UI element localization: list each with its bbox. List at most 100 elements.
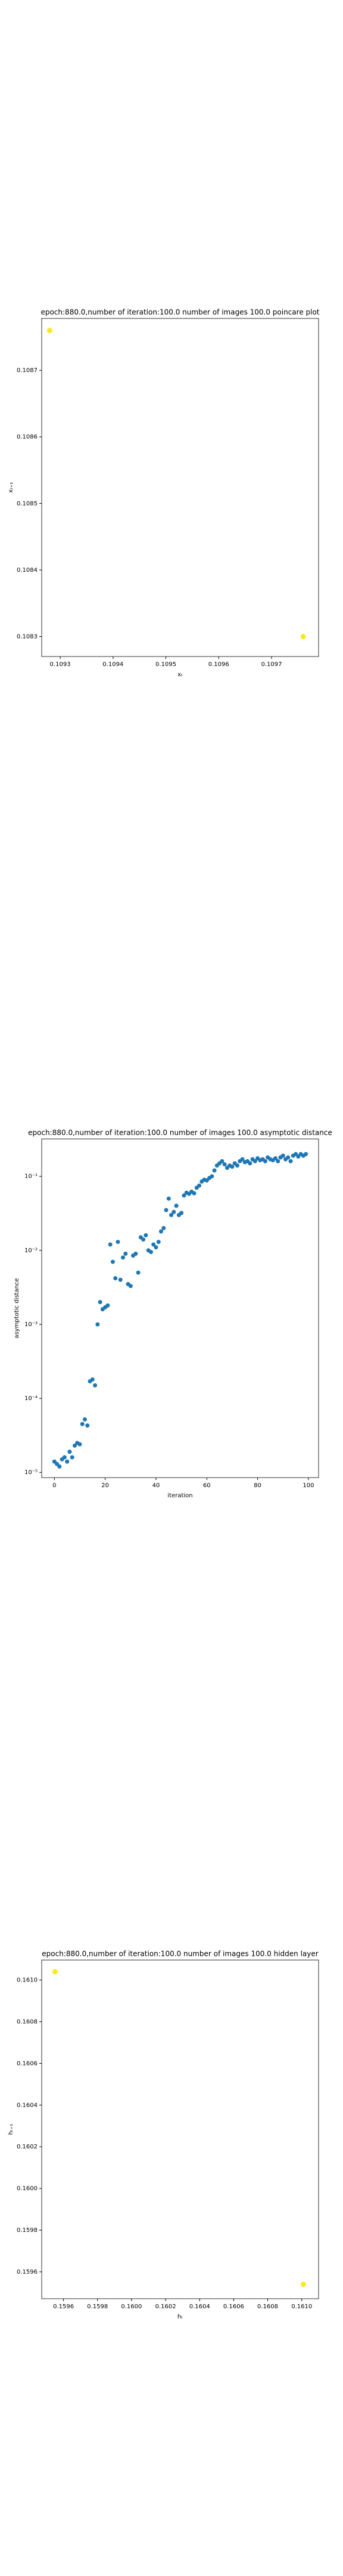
point (105, 1303, 110, 1308)
point (304, 1151, 308, 1156)
x-tick-label: 0.1602 (155, 2303, 176, 2310)
point (72, 1443, 77, 1448)
point (65, 1459, 70, 1464)
y-axis-label: xₜ₊₁ (8, 482, 14, 493)
x-tick-label: 0.1095 (155, 661, 176, 668)
y-tick-label: 0.1608 (17, 2018, 38, 2025)
x-axis-label: hₜ (177, 2314, 183, 2320)
point (222, 1162, 227, 1167)
point (67, 1450, 72, 1454)
point (90, 1377, 95, 1382)
y-tick-label: 0.1604 (17, 2102, 38, 2109)
y-axis-label: hₜ₊₁ (8, 2124, 14, 2135)
point (116, 1240, 120, 1244)
point (197, 1183, 201, 1188)
y-tick-label: 10⁻² (24, 1247, 38, 1254)
x-tick-label: 80 (254, 1482, 261, 1489)
point (70, 1455, 74, 1460)
point (220, 1159, 224, 1163)
x-tick-label: 0.1610 (291, 2303, 312, 2310)
point (164, 1208, 169, 1212)
y-tick-label: 10⁻¹ (24, 1174, 38, 1180)
axes-frame (41, 318, 319, 657)
point (46, 327, 52, 333)
point (57, 1464, 62, 1469)
point (263, 1159, 267, 1163)
y-tick-label: 0.1602 (17, 2144, 38, 2150)
x-tick-label: 100 (303, 1482, 314, 1489)
point (161, 1225, 166, 1230)
point (83, 1417, 88, 1422)
y-tick-label: 0.1596 (17, 2269, 38, 2275)
point (141, 1237, 146, 1242)
x-tick-label: 0.1094 (102, 661, 123, 668)
y-tick-label: 0.1606 (17, 2060, 38, 2067)
chart-title: epoch:880.0,number of iteration:100.0 nu… (28, 1129, 332, 1137)
point (286, 1155, 291, 1160)
point (108, 1242, 113, 1247)
point (55, 1462, 60, 1466)
y-tick-label: 0.1610 (17, 1977, 38, 1984)
point (192, 1191, 197, 1196)
point (230, 1165, 235, 1169)
point (248, 1161, 252, 1166)
x-tick-label: 0.1608 (257, 2303, 278, 2310)
point (288, 1159, 293, 1163)
point (144, 1233, 148, 1238)
point (252, 1159, 257, 1163)
point (169, 1213, 174, 1218)
y-tick-label: 0.1087 (17, 367, 38, 374)
x-axis-label: xₜ (177, 671, 183, 678)
y-tick-label: 0.1600 (17, 2185, 38, 2192)
point (113, 1276, 118, 1281)
y-tick-label: 0.1086 (17, 434, 38, 441)
y-tick-label: 0.1084 (17, 567, 38, 574)
axes-frame (41, 1138, 319, 1478)
point (156, 1240, 161, 1244)
x-tick-label: 0.1598 (87, 2303, 108, 2310)
x-tick-label: 0.1096 (208, 661, 229, 668)
point (123, 1252, 128, 1256)
point (118, 1277, 123, 1282)
y-tick-label: 10⁻³ (24, 1321, 38, 1328)
point (151, 1242, 156, 1247)
x-tick-label: 0.1606 (223, 2303, 244, 2310)
x-tick-label: 0.1600 (121, 2303, 142, 2310)
point (172, 1209, 176, 1214)
axes-frame (41, 1959, 319, 2299)
x-tick-label: 40 (152, 1482, 160, 1489)
point (300, 634, 306, 640)
point (95, 1322, 100, 1327)
point (52, 1969, 58, 1975)
point (179, 1210, 184, 1215)
chart-title: epoch:880.0,number of iteration:100.0 nu… (42, 1950, 318, 1958)
x-tick-label: 0.1093 (50, 661, 71, 668)
point (296, 1154, 301, 1159)
point (148, 1250, 153, 1255)
point (136, 1270, 141, 1275)
point (77, 1442, 82, 1447)
point (212, 1168, 217, 1173)
point (93, 1383, 98, 1388)
point (133, 1252, 138, 1256)
point (294, 1151, 298, 1156)
point (128, 1284, 133, 1289)
x-tick-label: 0.1097 (261, 661, 282, 668)
y-tick-label: 10⁻⁵ (24, 1469, 38, 1476)
x-tick-label: 60 (203, 1482, 211, 1489)
y-axis-label: asymptotic distance (14, 1278, 20, 1338)
point (276, 1159, 280, 1163)
point (235, 1163, 239, 1168)
point (80, 1422, 85, 1426)
point (62, 1455, 67, 1460)
point (182, 1193, 186, 1198)
x-tick-label: 0.1604 (189, 2303, 210, 2310)
x-tick-label: 0 (52, 1482, 56, 1489)
point (85, 1423, 90, 1428)
x-tick-label: 0.1596 (53, 2303, 74, 2310)
point (273, 1156, 277, 1161)
point (240, 1157, 245, 1162)
point (210, 1174, 214, 1179)
point (301, 2281, 307, 2287)
